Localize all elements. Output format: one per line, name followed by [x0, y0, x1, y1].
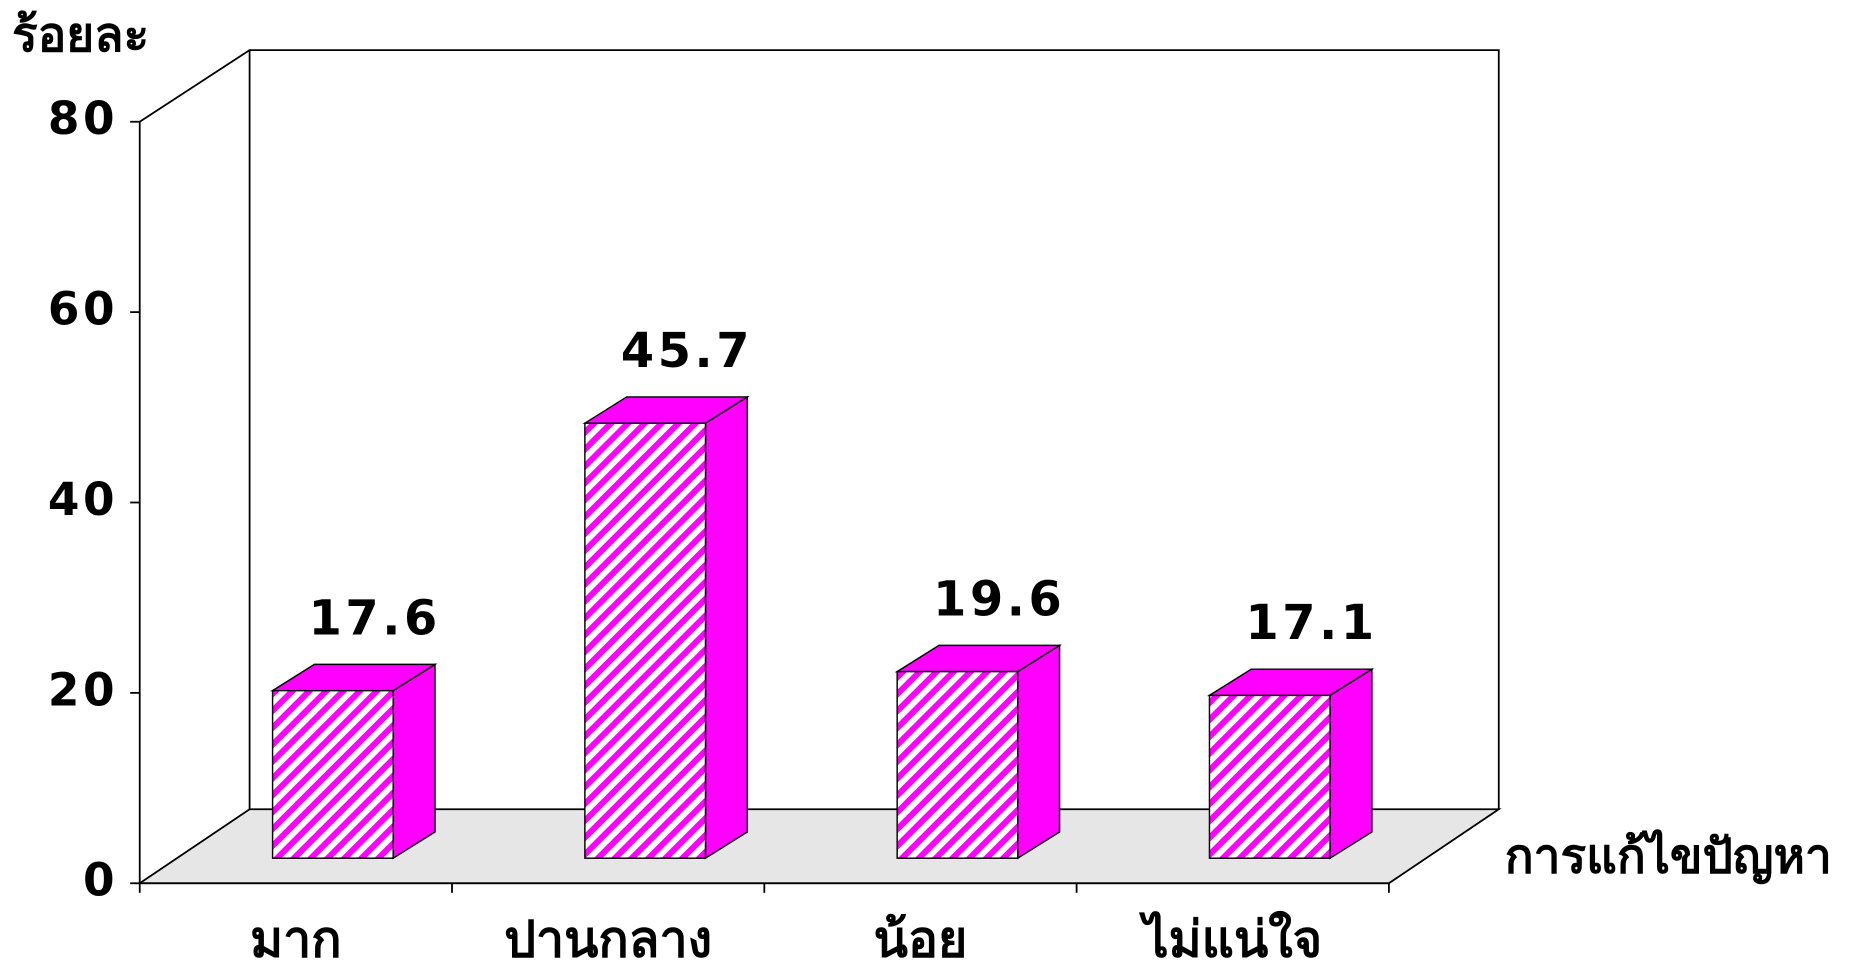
bar — [582, 395, 750, 860]
x-tick-label: มาก — [250, 909, 342, 968]
x-tick-label: ปานกลาง — [504, 909, 712, 968]
y-tick-label: 20 — [48, 663, 118, 716]
bar — [270, 663, 438, 860]
y-tick-label: 60 — [48, 283, 118, 336]
value-label: 19.6 — [933, 572, 1065, 627]
axis-edge — [139, 49, 251, 123]
y-tick-label: 40 — [48, 473, 118, 526]
bar-front — [1208, 694, 1331, 859]
x-tick-label: น้อย — [874, 909, 968, 968]
bar-side — [1017, 644, 1061, 860]
bar-side — [1329, 667, 1373, 860]
x-axis-label: การแก้ไขปัญหา — [1505, 828, 1832, 884]
bar-side — [392, 663, 436, 860]
bar-front — [584, 422, 707, 859]
x-tick-label: ไม่แน่ใจ — [1138, 909, 1322, 968]
y-tick-label: 80 — [48, 92, 118, 145]
y-tick-label: 0 — [83, 854, 118, 907]
value-label: 17.1 — [1245, 596, 1377, 651]
bar-front — [896, 670, 1019, 859]
value-label: 45.7 — [621, 324, 753, 379]
bar — [894, 644, 1063, 860]
value-label: 17.6 — [309, 591, 441, 646]
bar — [1206, 667, 1375, 860]
bar-front — [271, 689, 394, 859]
back-wall — [248, 49, 1500, 810]
bar-side — [704, 395, 749, 860]
y-axis-label: ร้อยละ — [12, 8, 149, 63]
